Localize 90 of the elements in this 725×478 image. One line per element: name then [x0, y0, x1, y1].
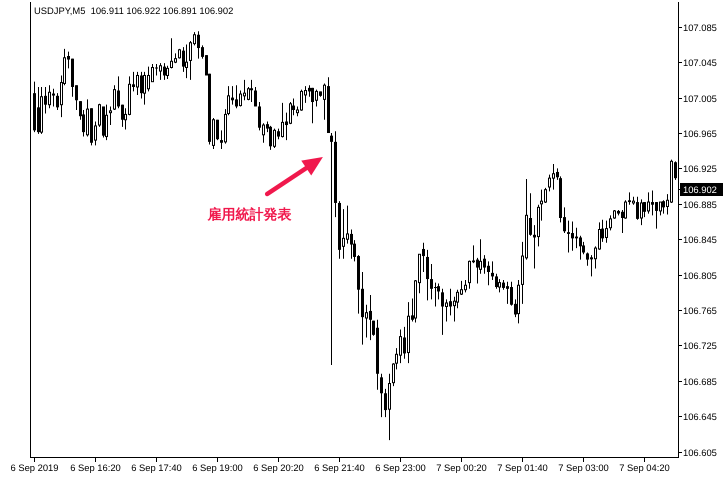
candlestick: [483, 254, 486, 274]
candlestick: [548, 174, 551, 192]
y-tick-label: 106.685: [683, 376, 717, 387]
candlestick: [441, 288, 444, 336]
candlestick: [140, 71, 143, 99]
y-tick-label: 106.885: [683, 198, 717, 210]
candlestick: [289, 102, 292, 125]
candlestick: [269, 125, 272, 150]
x-tick-label: 6 Sep 21:40: [314, 462, 365, 473]
candlestick: [487, 260, 490, 286]
candlestick: [636, 196, 639, 220]
candlestick: [350, 229, 353, 260]
candlestick: [430, 264, 433, 300]
candlestick: [659, 202, 662, 216]
candlestick: [48, 84, 51, 109]
chart-title: USDJPY,M5 106.911 106.922 106.891 106.902: [34, 5, 234, 16]
y-tick-label: 107.005: [683, 92, 717, 104]
annotation: 雇用統計発表: [206, 206, 293, 223]
candlestick: [315, 89, 318, 107]
x-tick-label: 6 Sep 23:00: [375, 462, 426, 473]
y-tick-label: 106.965: [683, 128, 717, 139]
candlestick: [254, 86, 257, 107]
candlestick: [552, 163, 555, 190]
candlestick: [235, 84, 238, 109]
candlestick: [655, 202, 658, 230]
x-tick-label: 6 Sep 19:00: [192, 462, 243, 473]
candlestick: [495, 273, 498, 290]
candlestick: [506, 281, 509, 304]
candlestick: [113, 84, 116, 110]
x-tick-label: 6 Sep 16:20: [70, 462, 121, 473]
candlestick: [464, 279, 467, 293]
y-tick-label: 106.845: [683, 234, 717, 245]
candlestick: [163, 62, 166, 80]
x-tick-label: 7 Sep 00:20: [436, 462, 487, 473]
candlestick: [346, 205, 349, 244]
x-tick-label: 6 Sep 2019: [10, 462, 58, 473]
candlestick: [281, 102, 284, 138]
y-tick-label: 106.902: [683, 184, 717, 195]
y-tick-label: 107.085: [683, 22, 717, 33]
candlestick: [109, 106, 112, 126]
candlestick: [571, 221, 574, 252]
candlestick: [166, 65, 169, 80]
candlestick: [399, 329, 402, 364]
y-tick-label: 106.925: [683, 162, 717, 174]
candlestick: [300, 89, 303, 112]
candlestick: [136, 71, 139, 96]
candlestick: [651, 190, 654, 216]
x-tick-label: 7 Sep 04:20: [619, 462, 670, 473]
candlestick: [197, 30, 200, 60]
y-tick-label: 106.645: [683, 410, 717, 422]
x-tick-label: 7 Sep 01:40: [497, 462, 548, 473]
candlestick: [640, 198, 643, 226]
candlestick: [544, 187, 547, 204]
candlestick: [311, 87, 314, 124]
candlestick: [605, 220, 608, 244]
candlestick: [567, 220, 570, 254]
y-tick-label: 106.725: [683, 340, 717, 351]
candlestick: [52, 88, 55, 107]
candlestick: [330, 132, 333, 366]
y-tick-label: 106.605: [683, 446, 717, 458]
candlestick: [105, 104, 108, 141]
y-tick-label: 106.765: [683, 304, 717, 316]
candlestick: [647, 192, 650, 214]
y-tick-label: 106.805: [683, 270, 717, 281]
candlestick: [434, 282, 437, 308]
candlestick: [185, 44, 188, 79]
x-tick-label: 7 Sep 03:00: [558, 462, 609, 473]
candlestick: [170, 38, 173, 69]
candlestick: [250, 79, 253, 103]
candlestick: [609, 214, 612, 231]
candlestick: [662, 200, 665, 214]
candlestick: [468, 260, 471, 290]
candlestick: [426, 249, 429, 301]
candlestick: [239, 90, 242, 107]
candlestick: [174, 52, 177, 64]
y-tick-label: 107.045: [683, 56, 717, 68]
x-tick-label: 6 Sep 17:40: [131, 462, 182, 473]
candlestick: [159, 62, 162, 80]
candlestick: [147, 66, 150, 92]
candlestick: [579, 235, 582, 260]
candlestick: [491, 260, 494, 280]
candlestick: [369, 294, 372, 341]
candlestick: [575, 227, 578, 249]
candlestick: [502, 279, 505, 290]
candlestick: [449, 288, 452, 316]
x-tick-label: 6 Sep 20:20: [253, 462, 304, 473]
candlestick: [143, 71, 146, 106]
candlestick: [586, 252, 589, 266]
candlestick: [380, 373, 383, 418]
candlestick: [273, 128, 276, 149]
